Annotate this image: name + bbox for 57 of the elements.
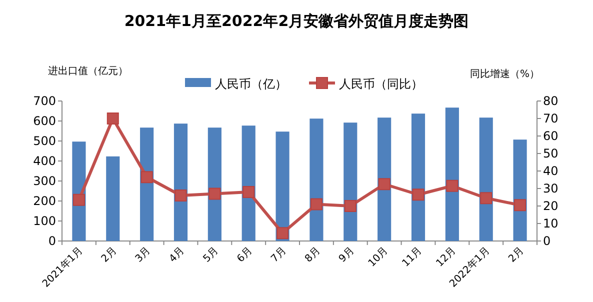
- x-tick-label: 2月: [506, 245, 526, 265]
- y2-tick-label: 30: [543, 182, 558, 196]
- y2-tick-label: 80: [543, 94, 558, 108]
- x-tick-label: 7月: [269, 245, 289, 265]
- point: [276, 227, 289, 240]
- y-axis-title: 进出口值（亿元）: [48, 65, 128, 77]
- bar: [411, 114, 426, 241]
- point: [446, 180, 458, 192]
- bar: [242, 126, 256, 241]
- y-tick-label: 100: [33, 214, 56, 228]
- chart-title: 2021年1月至2022年2月安徽省外贸值月度走势图: [124, 12, 469, 30]
- bar: [310, 118, 324, 241]
- x-tick-label: 2月: [100, 245, 120, 265]
- x-tick-label: 3月: [134, 245, 153, 265]
- x-tick-label: 8月: [303, 245, 323, 265]
- y-tick-label: 500: [33, 134, 56, 148]
- bar: [106, 156, 120, 241]
- point: [106, 112, 119, 124]
- point: [208, 188, 221, 200]
- y2-tick-label: 50: [543, 146, 558, 160]
- bar: [276, 132, 290, 241]
- point: [140, 171, 153, 184]
- y-tick-label: 400: [33, 154, 56, 168]
- y-tick-label: 600: [33, 114, 56, 128]
- x-tick-label: 9月: [337, 245, 357, 265]
- point: [514, 199, 526, 212]
- y2-tick-label: 0: [543, 234, 551, 248]
- point: [480, 192, 492, 204]
- y2-tick-label: 60: [543, 129, 558, 143]
- x-tick-label: 5月: [201, 245, 221, 265]
- point: [242, 186, 255, 198]
- y-tick-label: 0: [48, 234, 56, 248]
- point: [174, 190, 187, 202]
- point: [72, 194, 85, 206]
- x-tick-label: 6月: [235, 245, 255, 265]
- y2-tick-label: 40: [543, 164, 558, 178]
- y-tick-label: 300: [33, 174, 56, 188]
- bar: [479, 118, 493, 241]
- y-tick-label: 700: [33, 94, 56, 108]
- y-tick-label: 200: [33, 194, 56, 208]
- point: [378, 178, 390, 190]
- bar: [378, 118, 392, 241]
- y2-tick-label: 70: [543, 112, 558, 126]
- legend-label: 人民币（亿）: [215, 77, 287, 91]
- y2-axis-title: 同比增速（%）: [470, 68, 540, 80]
- point: [310, 198, 322, 210]
- x-tick-label: 10月: [366, 245, 390, 270]
- x-tick-label: 4月: [168, 245, 187, 265]
- bar: [445, 108, 459, 241]
- point: [344, 200, 356, 212]
- bar: [344, 122, 358, 241]
- legend-label: 人民币（同比）: [339, 77, 423, 91]
- x-tick-label: 12月: [434, 245, 458, 270]
- x-tick-label: 11月: [400, 245, 424, 270]
- y2-tick-label: 10: [543, 216, 558, 230]
- y2-tick-label: 20: [543, 199, 558, 213]
- point: [412, 188, 424, 201]
